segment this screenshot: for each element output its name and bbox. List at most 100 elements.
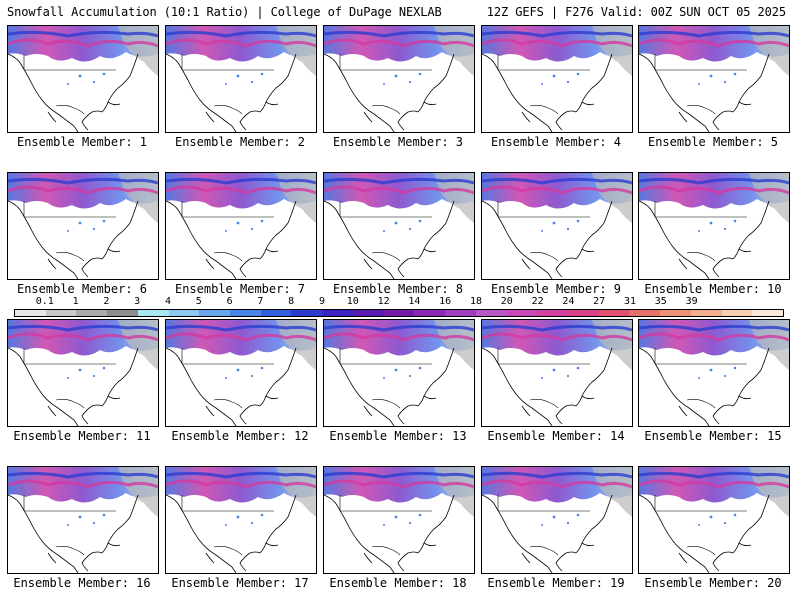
map (8, 320, 158, 426)
colorbar-tick-label: 22 (531, 296, 544, 307)
political-borders (654, 348, 747, 409)
ensemble-member-map (481, 319, 633, 427)
colorbar-segment (107, 310, 138, 316)
political-borders (23, 495, 116, 556)
map (324, 320, 474, 426)
colorbar-segment (690, 310, 722, 316)
map (8, 173, 158, 279)
colorbar-tick-label: 6 (226, 296, 233, 307)
light-snowfall-field (118, 173, 158, 223)
political-borders (339, 495, 432, 556)
political-borders (181, 54, 274, 115)
coastlines (324, 53, 455, 132)
colorbar-tick-label: 9 (318, 296, 326, 307)
scattered-snow (225, 366, 264, 379)
scattered-snow (698, 219, 737, 232)
political-borders (339, 54, 432, 115)
coastlines (166, 53, 297, 132)
colorbar-tick-label: 10 (346, 296, 359, 307)
ensemble-member-map (165, 172, 317, 280)
ensemble-member-map (165, 466, 317, 574)
map (482, 320, 632, 426)
colorbar-segment (383, 310, 415, 316)
light-snowfall-field (434, 173, 474, 223)
light-snowfall-field (276, 26, 316, 76)
ensemble-member-map (165, 319, 317, 427)
light-snowfall-field (592, 26, 632, 76)
political-borders (654, 201, 747, 262)
map (482, 26, 632, 132)
ensemble-member-map (7, 25, 159, 133)
ensemble-member-map (7, 319, 159, 427)
ensemble-member-map (323, 25, 475, 133)
scattered-snow (225, 219, 264, 232)
map (166, 320, 316, 426)
coastlines (324, 347, 455, 426)
coastlines (482, 53, 613, 132)
ensemble-member-map (7, 172, 159, 280)
ensemble-member-label: Ensemble Member: 6 (16, 282, 148, 296)
light-snowfall-field (592, 320, 632, 370)
colorbar-tick-label: 24 (562, 296, 575, 307)
map (639, 26, 789, 132)
map (166, 467, 316, 573)
scattered-snow (541, 219, 580, 232)
scattered-snow (383, 219, 422, 232)
colorbar-segment (414, 310, 446, 316)
ensemble-member-map (481, 25, 633, 133)
map-title: Snowfall Accumulation (10:1 Ratio) | Col… (7, 5, 442, 19)
ensemble-member-label: Ensemble Member: 18 (329, 576, 467, 590)
political-borders (23, 201, 116, 262)
coastlines (482, 347, 613, 426)
ensemble-member-label: Ensemble Member: 15 (644, 429, 782, 443)
ensemble-member-map (323, 466, 475, 574)
coastlines (166, 347, 297, 426)
scattered-snow (383, 513, 422, 526)
scattered-snow (698, 72, 737, 85)
map (324, 173, 474, 279)
ensemble-member-label: Ensemble Member: 11 (13, 429, 151, 443)
political-borders (339, 348, 432, 409)
ensemble-member-map (638, 172, 790, 280)
light-snowfall-field (749, 173, 789, 223)
colorbar-segment (45, 310, 77, 316)
coastlines (166, 200, 297, 279)
ensemble-member-map (165, 25, 317, 133)
colorbar-labels: 0.1 1 2 3 4 5 6 7 8 9 10 12 14 16 18 20 22 24 27 31 35 39 (14, 297, 784, 308)
colorbar-segment (567, 310, 599, 316)
colorbar-segment (537, 310, 568, 316)
light-snowfall-field (118, 467, 158, 517)
colorbar-tick-label: 35 (654, 296, 667, 307)
ensemble-member-label: Ensemble Member: 9 (490, 282, 622, 296)
ensemble-member-map (481, 172, 633, 280)
map (324, 26, 474, 132)
ensemble-member-label: Ensemble Member: 17 (171, 576, 309, 590)
coastlines (8, 200, 139, 279)
ensemble-member-label: Ensemble Member: 8 (332, 282, 464, 296)
colorbar-tick-label: 16 (439, 296, 452, 307)
ensemble-member-label: Ensemble Member: 2 (174, 135, 306, 149)
coastlines (324, 494, 455, 573)
ensemble-member-label: Ensemble Member: 14 (487, 429, 625, 443)
ensemble-member-label: Ensemble Member: 12 (171, 429, 309, 443)
colorbar (14, 309, 784, 317)
scattered-snow (383, 366, 422, 379)
map (166, 26, 316, 132)
colorbar-segment (506, 310, 538, 316)
light-snowfall-field (118, 26, 158, 76)
colorbar-tick-label: 1 (72, 296, 79, 307)
colorbar-segment (629, 310, 661, 316)
scattered-snow (67, 513, 106, 526)
political-borders (497, 348, 590, 409)
light-snowfall-field (592, 173, 632, 223)
ensemble-member-map (638, 25, 790, 133)
scattered-snow (698, 513, 737, 526)
ensemble-member-label: Ensemble Member: 1 (16, 135, 148, 149)
ensemble-member-map (323, 172, 475, 280)
ensemble-member-label: Ensemble Member: 19 (487, 576, 625, 590)
ensemble-member-label: Ensemble Member: 7 (174, 282, 306, 296)
colorbar-segment (598, 310, 630, 316)
map (8, 467, 158, 573)
coastlines (324, 200, 455, 279)
scattered-snow (225, 513, 264, 526)
